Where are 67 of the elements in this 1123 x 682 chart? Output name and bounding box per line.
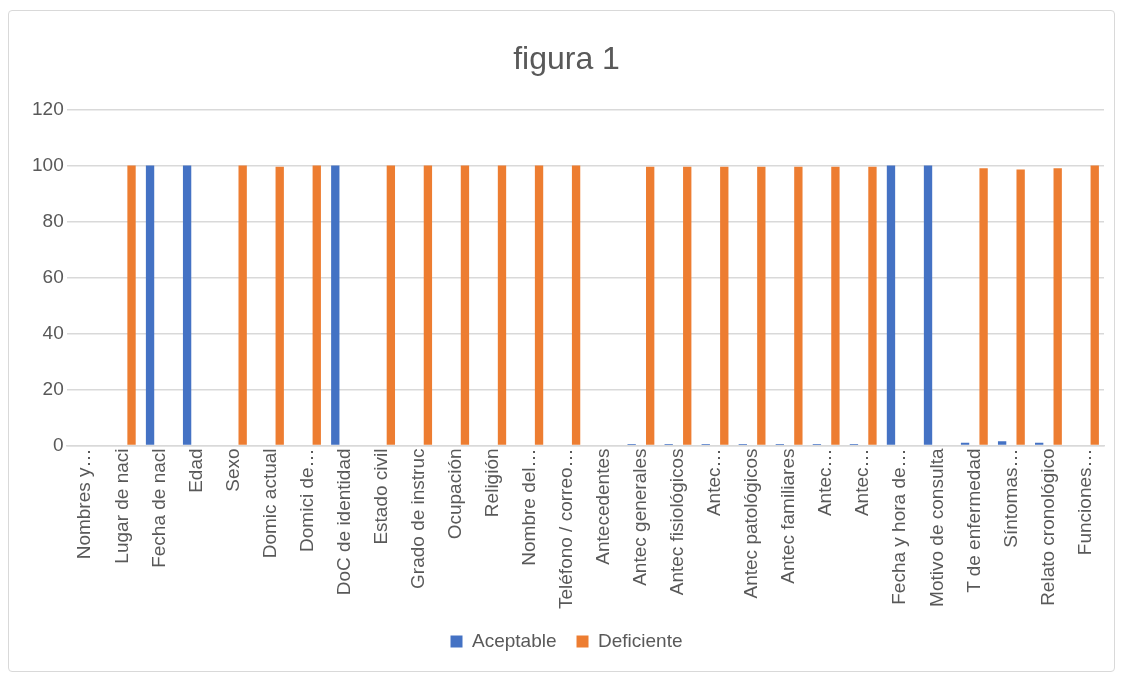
bar [923, 165, 933, 445]
x-tick-label: Religión [480, 448, 502, 518]
x-tick-label: Antec fisiológicos [666, 448, 688, 596]
x-tick-label: Sexo [221, 448, 243, 492]
bar [757, 166, 766, 445]
bar [646, 166, 655, 445]
x-tick-label: T de enfermedad [962, 448, 984, 593]
x-tick-label: Relato cronológico [1036, 448, 1058, 606]
bar [275, 166, 284, 445]
x-tick-label: Ocupación [443, 448, 465, 540]
bar [238, 165, 247, 445]
x-tick-label: Antec patológicos [740, 448, 762, 599]
x-tick-label: Lugar de naci [110, 448, 132, 564]
legend-label: Aceptable [472, 629, 557, 651]
x-tick-label: Estado civil [369, 448, 391, 545]
bar [423, 165, 433, 445]
bar [460, 165, 470, 445]
x-tick-label: Fecha de nacl [147, 448, 169, 568]
bar [534, 165, 544, 445]
x-tick-label: Antec… [814, 448, 836, 517]
bar [1035, 442, 1044, 445]
y-tick-label: 120 [32, 97, 64, 119]
x-tick-label: Motivo de consulta [925, 448, 947, 607]
bar [312, 165, 321, 445]
bar [720, 166, 729, 445]
x-tick-label: Antec familiares [777, 448, 799, 584]
bar [868, 166, 877, 445]
x-tick-label: Nombre del… [518, 448, 540, 566]
bar [182, 165, 192, 445]
bar [886, 165, 896, 445]
x-tick-label: Grado de instruc [406, 448, 428, 589]
bar [997, 441, 1007, 445]
x-tick-label: Edad [184, 448, 206, 493]
bar [145, 165, 155, 445]
bar [1090, 165, 1099, 445]
y-tick-label: 20 [42, 377, 64, 399]
x-tick-label: Domic actual [258, 448, 280, 559]
bar [979, 168, 988, 445]
bar [960, 442, 970, 445]
y-tick-label: 40 [42, 321, 64, 343]
x-tick-label: Antec generales [629, 448, 651, 586]
bar [1016, 169, 1025, 445]
bar [571, 165, 581, 445]
y-tick-label: 100 [32, 153, 64, 175]
x-tick-label: Antecedentes [592, 448, 614, 565]
bar [831, 166, 840, 445]
legend-label: Deficiente [598, 629, 683, 651]
y-tick-label: 80 [42, 209, 64, 231]
x-tick-label: Antec… [851, 448, 873, 517]
x-tick-label: Antec… [703, 448, 725, 517]
x-tick-label: Domici de… [295, 448, 317, 552]
x-tick-label: Nombres y… [73, 448, 95, 560]
x-tick-label: Síntomas… [999, 448, 1021, 548]
bar [386, 165, 396, 445]
y-tick-label: 0 [53, 433, 64, 455]
x-tick-label: Funciones… [1073, 448, 1095, 556]
x-tick-label: Teléfono / correo… [555, 448, 577, 610]
bar [683, 166, 692, 445]
chart-title: figura 1 [513, 40, 620, 77]
bar [331, 165, 340, 445]
bar [794, 166, 803, 445]
bar [127, 165, 136, 445]
x-tick-label: Fecha y hora de… [888, 448, 910, 605]
y-tick-label: 60 [42, 265, 64, 287]
x-tick-label: DoC de identidad [332, 448, 354, 596]
bar [1053, 168, 1062, 445]
bar [497, 165, 507, 445]
